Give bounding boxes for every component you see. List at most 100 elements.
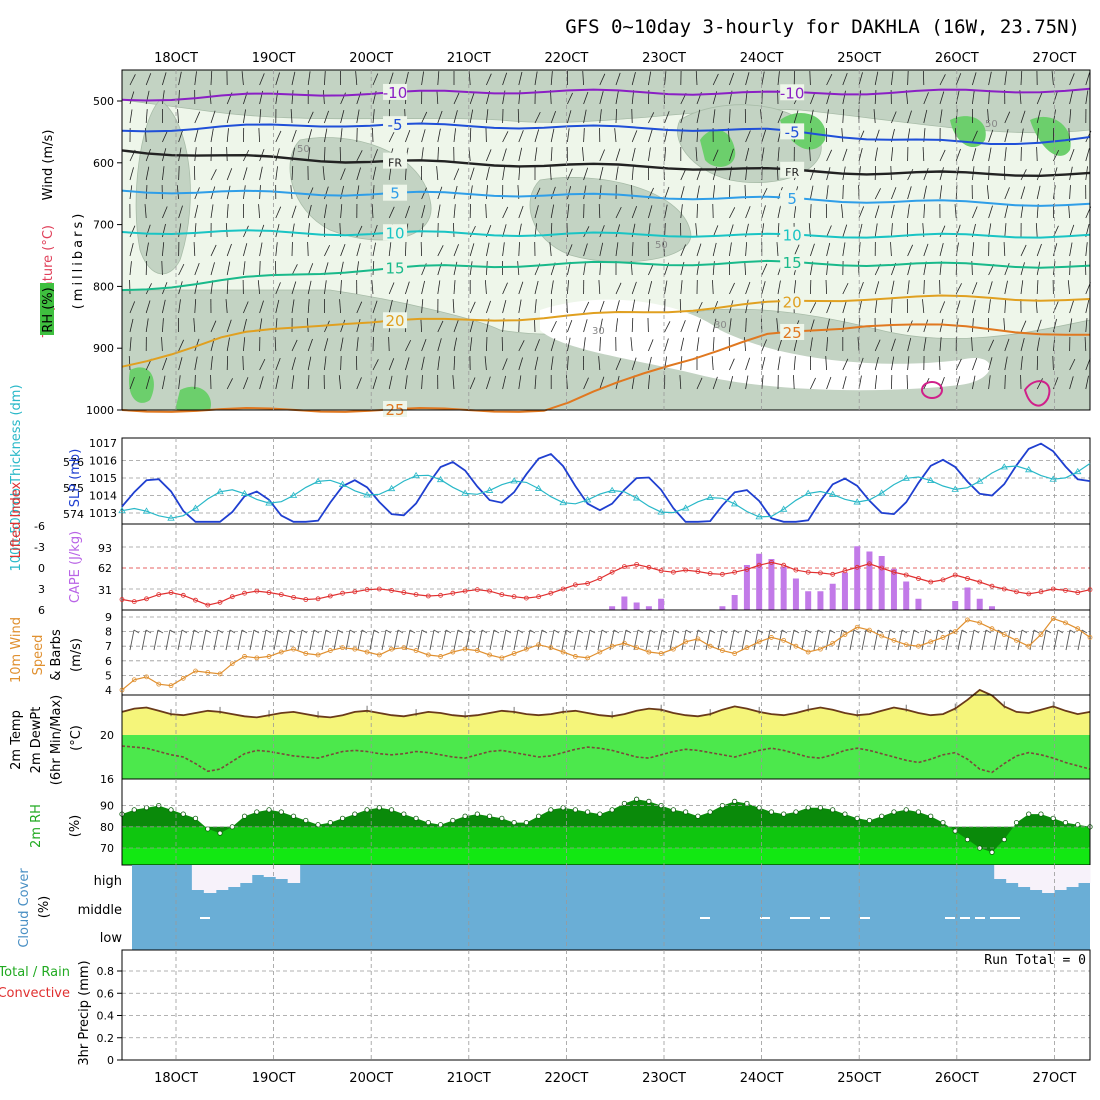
upper-wind-barb bbox=[534, 375, 537, 390]
upper-wind-barb bbox=[907, 244, 914, 257]
upper-wind-barb bbox=[874, 281, 880, 295]
wind-marker bbox=[1087, 635, 1093, 640]
upper-wind-barb bbox=[178, 357, 183, 371]
wind-barb-feather bbox=[157, 629, 164, 634]
upper-wind-barb bbox=[1004, 375, 1006, 390]
upper-wind-barb bbox=[891, 280, 895, 295]
upper-wind-barb bbox=[842, 282, 849, 295]
wind-barb-feather bbox=[373, 629, 380, 634]
upper-wind-barb bbox=[1036, 319, 1042, 333]
cloud-high-bar bbox=[1030, 865, 1043, 890]
upper-wind-barb bbox=[258, 128, 260, 143]
upper-wind-barb bbox=[162, 130, 168, 143]
upper-wind-barb bbox=[210, 244, 217, 257]
upper-wind-barb bbox=[210, 128, 214, 143]
upper-wind-barb bbox=[615, 282, 622, 295]
upper-wind-barb bbox=[679, 375, 682, 390]
rh-marker bbox=[192, 815, 199, 821]
li-ytick-label: 6 bbox=[38, 604, 45, 617]
x-tick-bottom-23OCT: 23OCT bbox=[642, 1071, 686, 1086]
x-tick-bottom-27OCT: 27OCT bbox=[1033, 1071, 1077, 1086]
upper-wind-barb bbox=[307, 129, 313, 143]
wind-marker bbox=[1026, 643, 1032, 649]
upper-wind-barb bbox=[955, 283, 962, 295]
upper-wind-barb bbox=[842, 109, 845, 124]
upper-wind-barb bbox=[842, 242, 846, 257]
upper-wind-barb bbox=[340, 319, 346, 333]
upper-wind-barb bbox=[891, 147, 894, 162]
upper-wind-barb bbox=[1084, 337, 1087, 352]
wind-barb bbox=[213, 629, 219, 651]
x-tick-bottom-26OCT: 26OCT bbox=[935, 1071, 979, 1086]
upper-wind-barb bbox=[858, 357, 864, 371]
cape-bar bbox=[731, 595, 738, 610]
contour-label-5: 5 bbox=[787, 190, 797, 208]
upper-wind-barb bbox=[696, 337, 700, 352]
wind-barb bbox=[465, 629, 471, 651]
upper-wind-barb bbox=[193, 318, 196, 333]
upper-wind-barb bbox=[729, 109, 731, 124]
contour-label-bg bbox=[780, 226, 805, 243]
upper-wind-barb bbox=[486, 242, 490, 257]
wind-barb-feather bbox=[241, 629, 248, 634]
upper-wind-barb bbox=[826, 376, 832, 390]
rh-area bbox=[122, 799, 1090, 853]
upper-wind-barb bbox=[891, 356, 895, 371]
upper-wind-barb bbox=[583, 91, 589, 105]
upper-wind-barb bbox=[761, 356, 766, 371]
rh-marker bbox=[168, 807, 174, 813]
upper-wind-barb bbox=[841, 128, 844, 143]
wind-barb-feather bbox=[565, 629, 572, 634]
upper-wind-barb bbox=[469, 225, 476, 238]
upper-wind-barb bbox=[567, 356, 569, 371]
rh-marker bbox=[536, 813, 542, 819]
upper-wind-barb bbox=[615, 72, 621, 86]
upper-wind-barb bbox=[874, 188, 881, 200]
upper-wind-barb bbox=[291, 375, 295, 390]
upper-wind-barb bbox=[178, 263, 185, 276]
cape-bar bbox=[817, 591, 824, 610]
upper-wind-barb bbox=[1053, 243, 1058, 257]
upper-wind-barb bbox=[145, 224, 151, 238]
wind-barb bbox=[753, 629, 759, 651]
upper-wind-barb bbox=[745, 299, 749, 314]
upper-wind-barb bbox=[340, 280, 342, 295]
li-ytick-label: 0 bbox=[38, 562, 45, 575]
upper-wind-barb bbox=[194, 129, 199, 143]
upper-wind-barb bbox=[518, 299, 522, 314]
cloud-high-bar bbox=[1006, 865, 1019, 883]
cape-bar bbox=[756, 553, 763, 610]
rh-marker bbox=[928, 813, 934, 819]
rh-marker bbox=[707, 809, 713, 815]
upper-wind-barb bbox=[210, 110, 216, 124]
upper-ytick-label: 900 bbox=[93, 342, 114, 355]
upper-wind-barb bbox=[567, 110, 572, 124]
contour-30-loop bbox=[921, 381, 943, 399]
rh-marker bbox=[683, 809, 689, 815]
upper-wind-barb bbox=[307, 71, 311, 86]
wind-marker bbox=[756, 639, 762, 645]
wind-barb-feather bbox=[493, 629, 500, 634]
wind-barb bbox=[165, 629, 171, 651]
upper-wind-barb bbox=[826, 301, 832, 314]
rh-marker bbox=[303, 817, 309, 824]
dry-region bbox=[540, 299, 990, 391]
cape-bar bbox=[878, 556, 885, 610]
upper-wind-barb bbox=[583, 301, 590, 314]
upper-wind-barb bbox=[421, 375, 423, 390]
cape-bar bbox=[780, 566, 787, 610]
upper-wind-barb bbox=[162, 318, 164, 333]
upper-wind-barb bbox=[259, 376, 264, 390]
upper-wind-barb bbox=[129, 261, 132, 276]
upper-wind-barb bbox=[907, 168, 914, 181]
upper-ytick-label: 600 bbox=[93, 157, 114, 170]
rh-ytick-label: 70 bbox=[100, 842, 114, 855]
upper-wind-barb bbox=[372, 359, 379, 371]
wind-barb bbox=[909, 629, 915, 651]
cloud-mid-mark bbox=[200, 917, 210, 919]
wind-barb bbox=[429, 629, 435, 651]
upper-wind-barb bbox=[210, 356, 213, 371]
upper-wind-barb bbox=[518, 375, 522, 390]
upper-wind-barb bbox=[1085, 72, 1090, 86]
